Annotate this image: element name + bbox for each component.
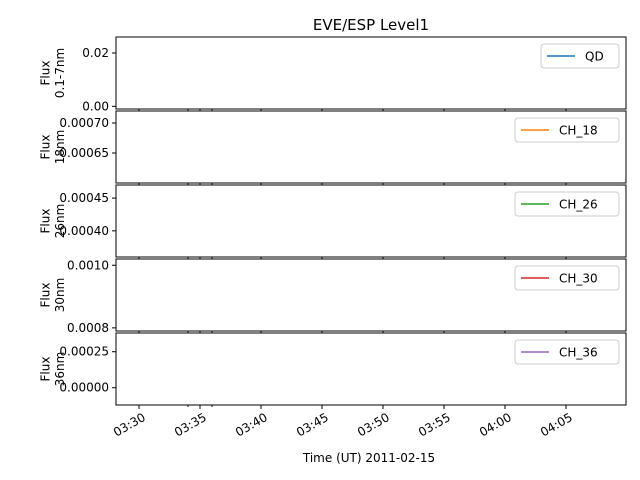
y-axis-label-line: 0.1-7nm	[53, 48, 67, 98]
legend-label: QD	[585, 50, 604, 64]
y-axis-label-line: 30nm	[53, 278, 67, 313]
y-tick-label: 0.00025	[59, 345, 109, 359]
legend-box	[540, 43, 620, 69]
x-tick-label: 03:45	[294, 410, 331, 439]
y-axis-label: Flux36nm	[39, 352, 67, 387]
x-tick-label: 04:00	[477, 410, 514, 439]
y-axis-label-line: Flux	[39, 283, 53, 308]
legend-label: CH_30	[559, 272, 598, 286]
legend-box	[514, 265, 620, 291]
panel-1: 0.00 0.02 Flux0.1-7nm QD	[39, 36, 627, 113]
legend: CH_18	[514, 117, 620, 143]
x-tick-label: 03:55	[416, 410, 453, 439]
y-axis-label: Flux0.1-7nm	[39, 48, 67, 98]
y-tick-label: 0.02	[82, 46, 109, 60]
legend-label: CH_18	[559, 124, 598, 138]
x-tick-label: 03:30	[111, 410, 148, 439]
y-tick-label: 0.00	[82, 99, 109, 113]
y-tick-label: 0.00070	[59, 116, 109, 130]
legend: CH_36	[514, 339, 620, 365]
y-tick-label: 0.00065	[59, 146, 109, 160]
chart-title: EVE/ESP Level1	[313, 16, 429, 34]
y-tick-label: 0.00040	[59, 224, 109, 238]
y-axis-label-line: Flux	[39, 135, 53, 160]
x-tick-label: 03:35	[172, 410, 209, 439]
legend-box	[514, 191, 620, 217]
x-tick-label: 03:50	[355, 410, 392, 439]
x-tick-label: 04:05	[538, 410, 575, 439]
y-axis-label-line: Flux	[39, 61, 53, 86]
y-tick-label: 0.0010	[67, 258, 109, 272]
legend-label: CH_26	[559, 198, 598, 212]
y-axis-label-line: Flux	[39, 357, 53, 382]
y-axis-label: Flux30nm	[39, 278, 67, 313]
y-axis-label: Flux18nm	[39, 130, 67, 165]
legend: CH_26	[514, 191, 620, 217]
legend-box	[514, 339, 620, 365]
y-axis-label-line: 18nm	[53, 130, 67, 165]
legend-box	[514, 117, 620, 143]
legend: CH_30	[514, 265, 620, 291]
y-tick-label: 0.00045	[59, 191, 109, 205]
x-tick-label: 03:40	[233, 410, 270, 439]
legend: QD	[540, 43, 620, 69]
y-axis-label-line: 36nm	[53, 352, 67, 387]
x-axis-label: Time (UT) 2011-02-15	[302, 451, 435, 465]
y-tick-label: 0.0008	[67, 321, 109, 335]
y-axis-label-line: Flux	[39, 209, 53, 234]
y-axis-label: Flux26nm	[39, 204, 67, 239]
legend-label: CH_36	[559, 346, 598, 360]
y-tick-label: 0.00000	[59, 381, 109, 395]
y-axis-label-line: 26nm	[53, 204, 67, 239]
